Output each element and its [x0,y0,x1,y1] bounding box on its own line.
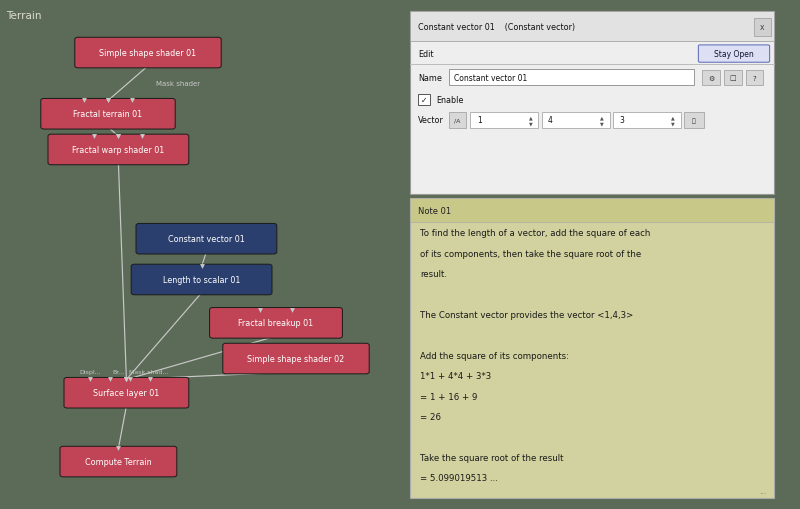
FancyBboxPatch shape [684,113,704,128]
Text: Vector: Vector [418,116,444,125]
Text: Br...: Br... [112,370,125,375]
Text: Length to scalar 01: Length to scalar 01 [163,275,240,285]
Text: ▲: ▲ [529,115,532,120]
Text: 1*1 + 4*4 + 3*3: 1*1 + 4*4 + 3*3 [420,372,491,381]
FancyBboxPatch shape [410,12,774,194]
Text: ▼: ▼ [600,122,603,127]
Text: □: □ [730,75,736,81]
Text: Surface layer 01: Surface layer 01 [94,388,159,398]
Text: Constant vector 01    (Constant vector): Constant vector 01 (Constant vector) [418,22,575,32]
Text: ⚙: ⚙ [708,75,714,81]
FancyBboxPatch shape [410,199,774,498]
Text: ▼: ▼ [671,122,674,127]
Text: Mask shader: Mask shader [156,81,200,87]
Text: Note 01: Note 01 [418,206,451,215]
FancyBboxPatch shape [418,95,430,106]
Text: The Constant vector provides the vector <1,4,3>: The Constant vector provides the vector … [420,310,634,320]
Text: Terrain: Terrain [6,11,42,21]
Text: of its components, then take the square root of the: of its components, then take the square … [420,249,642,259]
Text: ▼: ▼ [529,122,532,127]
Text: 🔒: 🔒 [692,118,696,123]
Text: Take the square root of the result: Take the square root of the result [420,453,563,462]
Text: ▲: ▲ [600,115,603,120]
FancyBboxPatch shape [724,71,742,86]
Text: ...: ... [759,486,766,495]
FancyBboxPatch shape [613,113,681,128]
Text: 1: 1 [477,116,482,125]
FancyBboxPatch shape [75,38,221,69]
Text: Mask shad...: Mask shad... [129,370,169,375]
Text: x: x [760,23,765,32]
Text: ?: ? [753,75,756,81]
Text: Fractal breakup 01: Fractal breakup 01 [238,319,314,328]
Text: ✓: ✓ [422,96,427,105]
Text: Fractal warp shader 01: Fractal warp shader 01 [72,146,165,155]
Text: Edit: Edit [418,50,434,59]
Text: Constant vector 01: Constant vector 01 [454,73,527,82]
Text: ▲: ▲ [671,115,674,120]
FancyBboxPatch shape [41,99,175,130]
FancyBboxPatch shape [698,46,770,63]
Text: Constant vector 01: Constant vector 01 [168,235,245,244]
FancyBboxPatch shape [48,135,189,165]
Text: To find the length of a vector, add the square of each: To find the length of a vector, add the … [420,229,650,238]
FancyBboxPatch shape [410,199,774,223]
Text: = 5.099019513 ...: = 5.099019513 ... [420,473,498,483]
Text: Compute Terrain: Compute Terrain [85,457,152,466]
FancyBboxPatch shape [746,71,763,86]
Text: Stay Open: Stay Open [714,50,754,59]
FancyBboxPatch shape [136,224,277,254]
Text: Fractal terrain 01: Fractal terrain 01 [74,110,142,119]
FancyBboxPatch shape [210,308,342,338]
Text: 3: 3 [619,116,624,125]
FancyBboxPatch shape [60,446,177,477]
Text: /A: /A [454,118,461,123]
Text: Enable: Enable [436,96,463,105]
Text: 4: 4 [548,116,553,125]
Text: Simple shape shader 01: Simple shape shader 01 [99,49,197,58]
FancyBboxPatch shape [64,378,189,408]
Text: result.: result. [420,270,447,279]
Text: Displ...: Displ... [79,370,102,375]
FancyBboxPatch shape [222,344,370,374]
Text: Add the square of its components:: Add the square of its components: [420,351,569,360]
FancyBboxPatch shape [449,113,466,128]
FancyBboxPatch shape [131,265,272,295]
Text: Simple shape shader 02: Simple shape shader 02 [247,354,345,363]
FancyBboxPatch shape [449,70,694,86]
FancyBboxPatch shape [754,19,771,37]
FancyBboxPatch shape [702,71,720,86]
Text: Name: Name [418,73,442,82]
FancyBboxPatch shape [410,12,774,42]
FancyBboxPatch shape [470,113,538,128]
Text: = 1 + 16 + 9: = 1 + 16 + 9 [420,392,478,401]
FancyBboxPatch shape [542,113,610,128]
Text: = 26: = 26 [420,412,441,421]
